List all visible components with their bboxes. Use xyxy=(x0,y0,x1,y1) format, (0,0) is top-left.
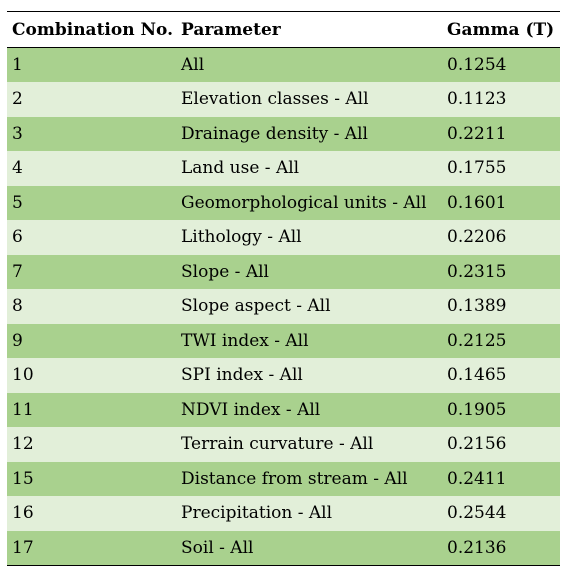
cell-combination-no: 3 xyxy=(12,123,23,144)
cell-gamma: 0.1905 xyxy=(447,399,507,420)
cell-parameter: Soil - All xyxy=(181,537,254,558)
table-row: 3 Drainage density - All 0.2211 xyxy=(7,116,560,151)
header-parameter: Parameter xyxy=(181,19,281,40)
cell-gamma: 0.2206 xyxy=(447,227,507,248)
table-row: 2 Elevation classes - All 0.1123 xyxy=(7,82,560,117)
cell-parameter: Slope - All xyxy=(181,261,269,282)
cell-parameter: Land use - All xyxy=(181,158,300,179)
cell-gamma: 0.2315 xyxy=(447,261,507,282)
table-row: 12 Terrain curvature - All 0.2156 xyxy=(7,427,560,462)
table-body: 1 All 0.1254 2 Elevation classes - All 0… xyxy=(7,47,560,565)
table-row: 8 Slope aspect - All 0.1389 xyxy=(7,289,560,324)
cell-combination-no: 8 xyxy=(12,296,23,317)
table-row: 7 Slope - All 0.2315 xyxy=(7,254,560,289)
cell-combination-no: 12 xyxy=(12,434,34,455)
table-row: 11 NDVI index - All 0.1905 xyxy=(7,392,560,427)
cell-parameter: SPI index - All xyxy=(181,365,303,386)
cell-gamma: 0.1123 xyxy=(447,89,507,110)
table-row: 15 Distance from stream - All 0.2411 xyxy=(7,461,560,496)
table-header: Combination No. Parameter Gamma (T) xyxy=(7,11,560,48)
header-gamma: Gamma (T) xyxy=(447,19,555,40)
cell-gamma: 0.2136 xyxy=(447,537,507,558)
cell-parameter: Distance from stream - All xyxy=(181,468,408,489)
cell-combination-no: 17 xyxy=(12,537,34,558)
cell-gamma: 0.1755 xyxy=(447,158,507,179)
table-row: 1 All 0.1254 xyxy=(7,47,560,82)
cell-combination-no: 16 xyxy=(12,503,34,524)
cell-gamma: 0.2125 xyxy=(447,330,507,351)
cell-combination-no: 1 xyxy=(12,55,23,75)
cell-combination-no: 9 xyxy=(12,330,23,351)
cell-gamma: 0.2156 xyxy=(447,434,507,455)
cell-parameter: Elevation classes - All xyxy=(181,89,369,110)
cell-gamma: 0.2544 xyxy=(447,503,507,524)
table-row: 5 Geomorphological units - All 0.1601 xyxy=(7,185,560,220)
cell-gamma: 0.1465 xyxy=(447,365,507,386)
cell-parameter: Precipitation - All xyxy=(181,503,333,524)
table-row: 17 Soil - All 0.2136 xyxy=(7,530,560,565)
cell-combination-no: 11 xyxy=(12,399,34,420)
cell-combination-no: 10 xyxy=(12,365,34,386)
cell-parameter: Terrain curvature - All xyxy=(181,434,374,455)
cell-parameter: Geomorphological units - All xyxy=(181,192,427,213)
cell-gamma: 0.1389 xyxy=(447,296,507,317)
cell-combination-no: 15 xyxy=(12,468,34,489)
cell-parameter: Slope aspect - All xyxy=(181,296,331,317)
cell-parameter: Lithology - All xyxy=(181,227,302,248)
cell-combination-no: 4 xyxy=(12,158,23,179)
cell-parameter: NDVI index - All xyxy=(181,399,321,420)
table-row: 6 Lithology - All 0.2206 xyxy=(7,220,560,255)
cell-gamma: 0.2411 xyxy=(447,468,507,489)
cell-combination-no: 2 xyxy=(12,89,23,110)
cell-combination-no: 7 xyxy=(12,261,23,282)
cell-gamma: 0.1601 xyxy=(447,192,507,213)
header-combination-no: Combination No. xyxy=(12,19,174,40)
table-row: 16 Precipitation - All 0.2544 xyxy=(7,496,560,531)
gamma-table: Combination No. Parameter Gamma (T) 1 Al… xyxy=(7,11,560,566)
table-row: 4 Land use - All 0.1755 xyxy=(7,151,560,186)
cell-parameter: Drainage density - All xyxy=(181,123,368,144)
gamma-table-container: Combination No. Parameter Gamma (T) 1 Al… xyxy=(7,11,560,566)
header-row: Combination No. Parameter Gamma (T) xyxy=(7,11,560,48)
table-row: 9 TWI index - All 0.2125 xyxy=(7,323,560,358)
table-row: 10 SPI index - All 0.1465 xyxy=(7,358,560,393)
cell-combination-no: 5 xyxy=(12,192,23,213)
cell-parameter: TWI index - All xyxy=(181,330,309,351)
cell-combination-no: 6 xyxy=(12,227,23,248)
cell-parameter: All xyxy=(181,55,205,75)
cell-gamma: 0.1254 xyxy=(447,55,507,75)
cell-gamma: 0.2211 xyxy=(447,123,507,144)
